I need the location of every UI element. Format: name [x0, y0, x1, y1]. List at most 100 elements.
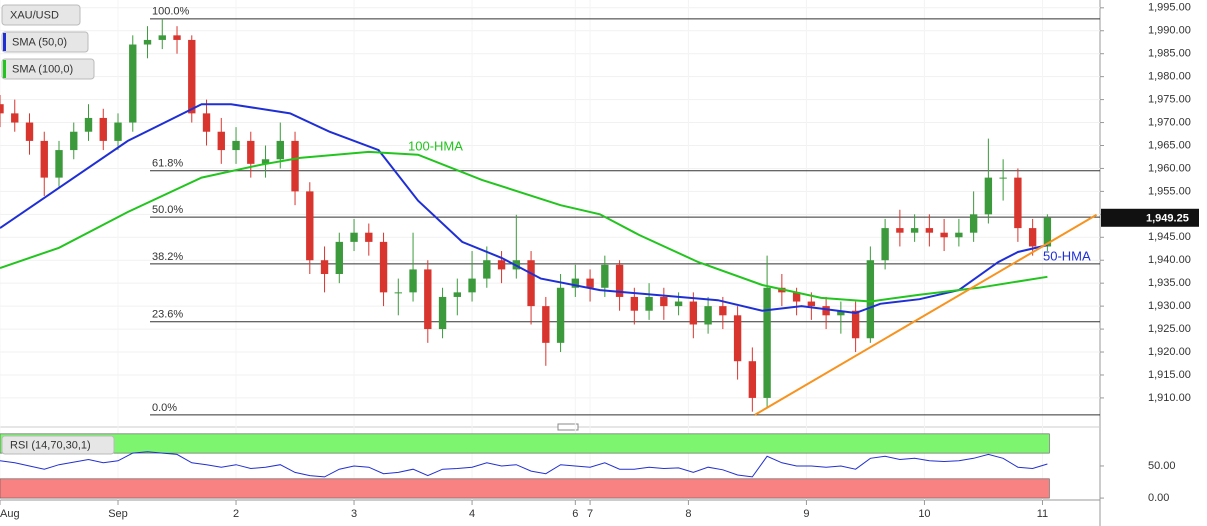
y-tick-label: 1,985.00: [1148, 48, 1191, 60]
candle-body: [704, 306, 712, 325]
candle-body: [1014, 177, 1022, 229]
trendline: [754, 213, 1098, 416]
candle-body: [1043, 217, 1052, 247]
candle-body: [763, 287, 771, 398]
candle-body: [173, 35, 181, 40]
candle-body: [84, 117, 93, 132]
x-tick-label: 8: [685, 508, 691, 520]
candle-body: [969, 214, 978, 233]
y-tick-label: 1,955.00: [1148, 185, 1191, 197]
candle-body: [25, 122, 34, 141]
x-tick-label: 7: [587, 508, 593, 520]
candle-body: [851, 310, 860, 339]
y-tick-label: 1,910.00: [1148, 392, 1191, 404]
x-tick-label: 4: [469, 508, 475, 520]
y-tick-label: 1,960.00: [1148, 162, 1191, 174]
rsi-band: [0, 478, 1050, 499]
pane-handle[interactable]: [557, 423, 579, 431]
candle-body: [984, 177, 993, 215]
candle-body: [955, 232, 963, 238]
y-tick-label: 1,990.00: [1148, 25, 1191, 37]
sma-line: [0, 150, 1048, 303]
candle-body: [217, 131, 225, 151]
candle-body: [335, 241, 343, 275]
y-tick-label: 1,940.00: [1148, 254, 1191, 266]
candle-body: [11, 113, 19, 123]
candle-body: [247, 140, 255, 164]
candle-body: [837, 310, 845, 316]
candle-body: [674, 301, 683, 307]
fib-label: 23.6%: [152, 309, 183, 321]
candle-body: [291, 140, 299, 192]
candle-body: [660, 296, 668, 307]
legend-box: [1, 435, 115, 455]
y-tick-label: 1,930.00: [1148, 300, 1191, 312]
candle-body: [630, 296, 639, 311]
legend-swatch: [3, 60, 6, 78]
y-tick-label: 1,965.00: [1148, 139, 1191, 151]
y-tick-label: 50.00: [1148, 460, 1176, 472]
x-tick-label: 9: [803, 508, 809, 520]
rsi-line: [0, 451, 1048, 478]
fib-label: 61.8%: [152, 158, 183, 170]
y-tick-label: 1,915.00: [1148, 369, 1191, 381]
legend: XAU/USD SMA (50,0) SMA (100,0): [1, 4, 95, 80]
candle-body: [601, 264, 609, 288]
legend-box: [1, 4, 81, 26]
candle-body: [99, 117, 107, 141]
candle-body: [527, 260, 535, 307]
x-tick-label: 6: [572, 508, 578, 520]
candle-body: [70, 131, 78, 151]
x-tick-label: Sep: [108, 508, 128, 520]
x-tick-label: Aug: [0, 508, 20, 520]
rsi-band: [0, 433, 1050, 454]
fib-label: 50.0%: [152, 204, 183, 216]
y-tick-label: 1,925.00: [1148, 323, 1191, 335]
candle-body: [232, 140, 240, 151]
y-tick-label: 1,995.00: [1148, 2, 1191, 14]
candle-body: [438, 296, 447, 330]
price-tag: [1101, 208, 1199, 227]
candle-body: [261, 159, 270, 164]
y-tick-label: 0.00: [1148, 492, 1169, 504]
candle-body: [645, 296, 653, 311]
x-tick-label: 2: [233, 508, 239, 520]
candle-body: [881, 228, 889, 261]
candle-body: [792, 292, 801, 302]
candle-body: [394, 292, 402, 294]
price-tag-label: 1,949.25: [1146, 213, 1189, 225]
candle-body: [571, 278, 580, 288]
candle-body: [0, 104, 4, 114]
candle-body: [320, 260, 329, 275]
x-tick-label: 11: [1037, 508, 1048, 520]
legend-label: SMA (100,0): [12, 63, 73, 75]
fib-label: 0.0%: [152, 402, 177, 414]
annotation: 100-HMA: [408, 138, 463, 153]
candle-body: [129, 44, 137, 123]
y-tick-label: 1,980.00: [1148, 71, 1191, 83]
candle-body: [468, 278, 476, 293]
legend-label: RSI (14,70,30,1): [10, 439, 91, 451]
candle-body: [424, 269, 432, 330]
candle-body: [822, 306, 830, 316]
candle-body: [1028, 228, 1037, 247]
candle-body: [807, 301, 816, 307]
legend-box: [1, 31, 89, 53]
candle-body: [497, 260, 506, 270]
candle-body: [940, 232, 948, 238]
candle-body: [379, 241, 388, 293]
candle-body: [910, 228, 919, 233]
x-tick-label: 10: [918, 508, 930, 520]
candle-body: [556, 287, 565, 343]
candle-body: [158, 35, 166, 40]
candle-body: [276, 140, 284, 160]
legend-label: XAU/USD: [10, 9, 59, 21]
candle-body: [483, 260, 491, 279]
candle-body: [733, 315, 742, 362]
candle-body: [542, 306, 550, 343]
candle-body: [925, 228, 934, 233]
candle-body: [896, 228, 904, 233]
legend-swatch: [3, 33, 6, 51]
legend-box: [1, 58, 95, 80]
